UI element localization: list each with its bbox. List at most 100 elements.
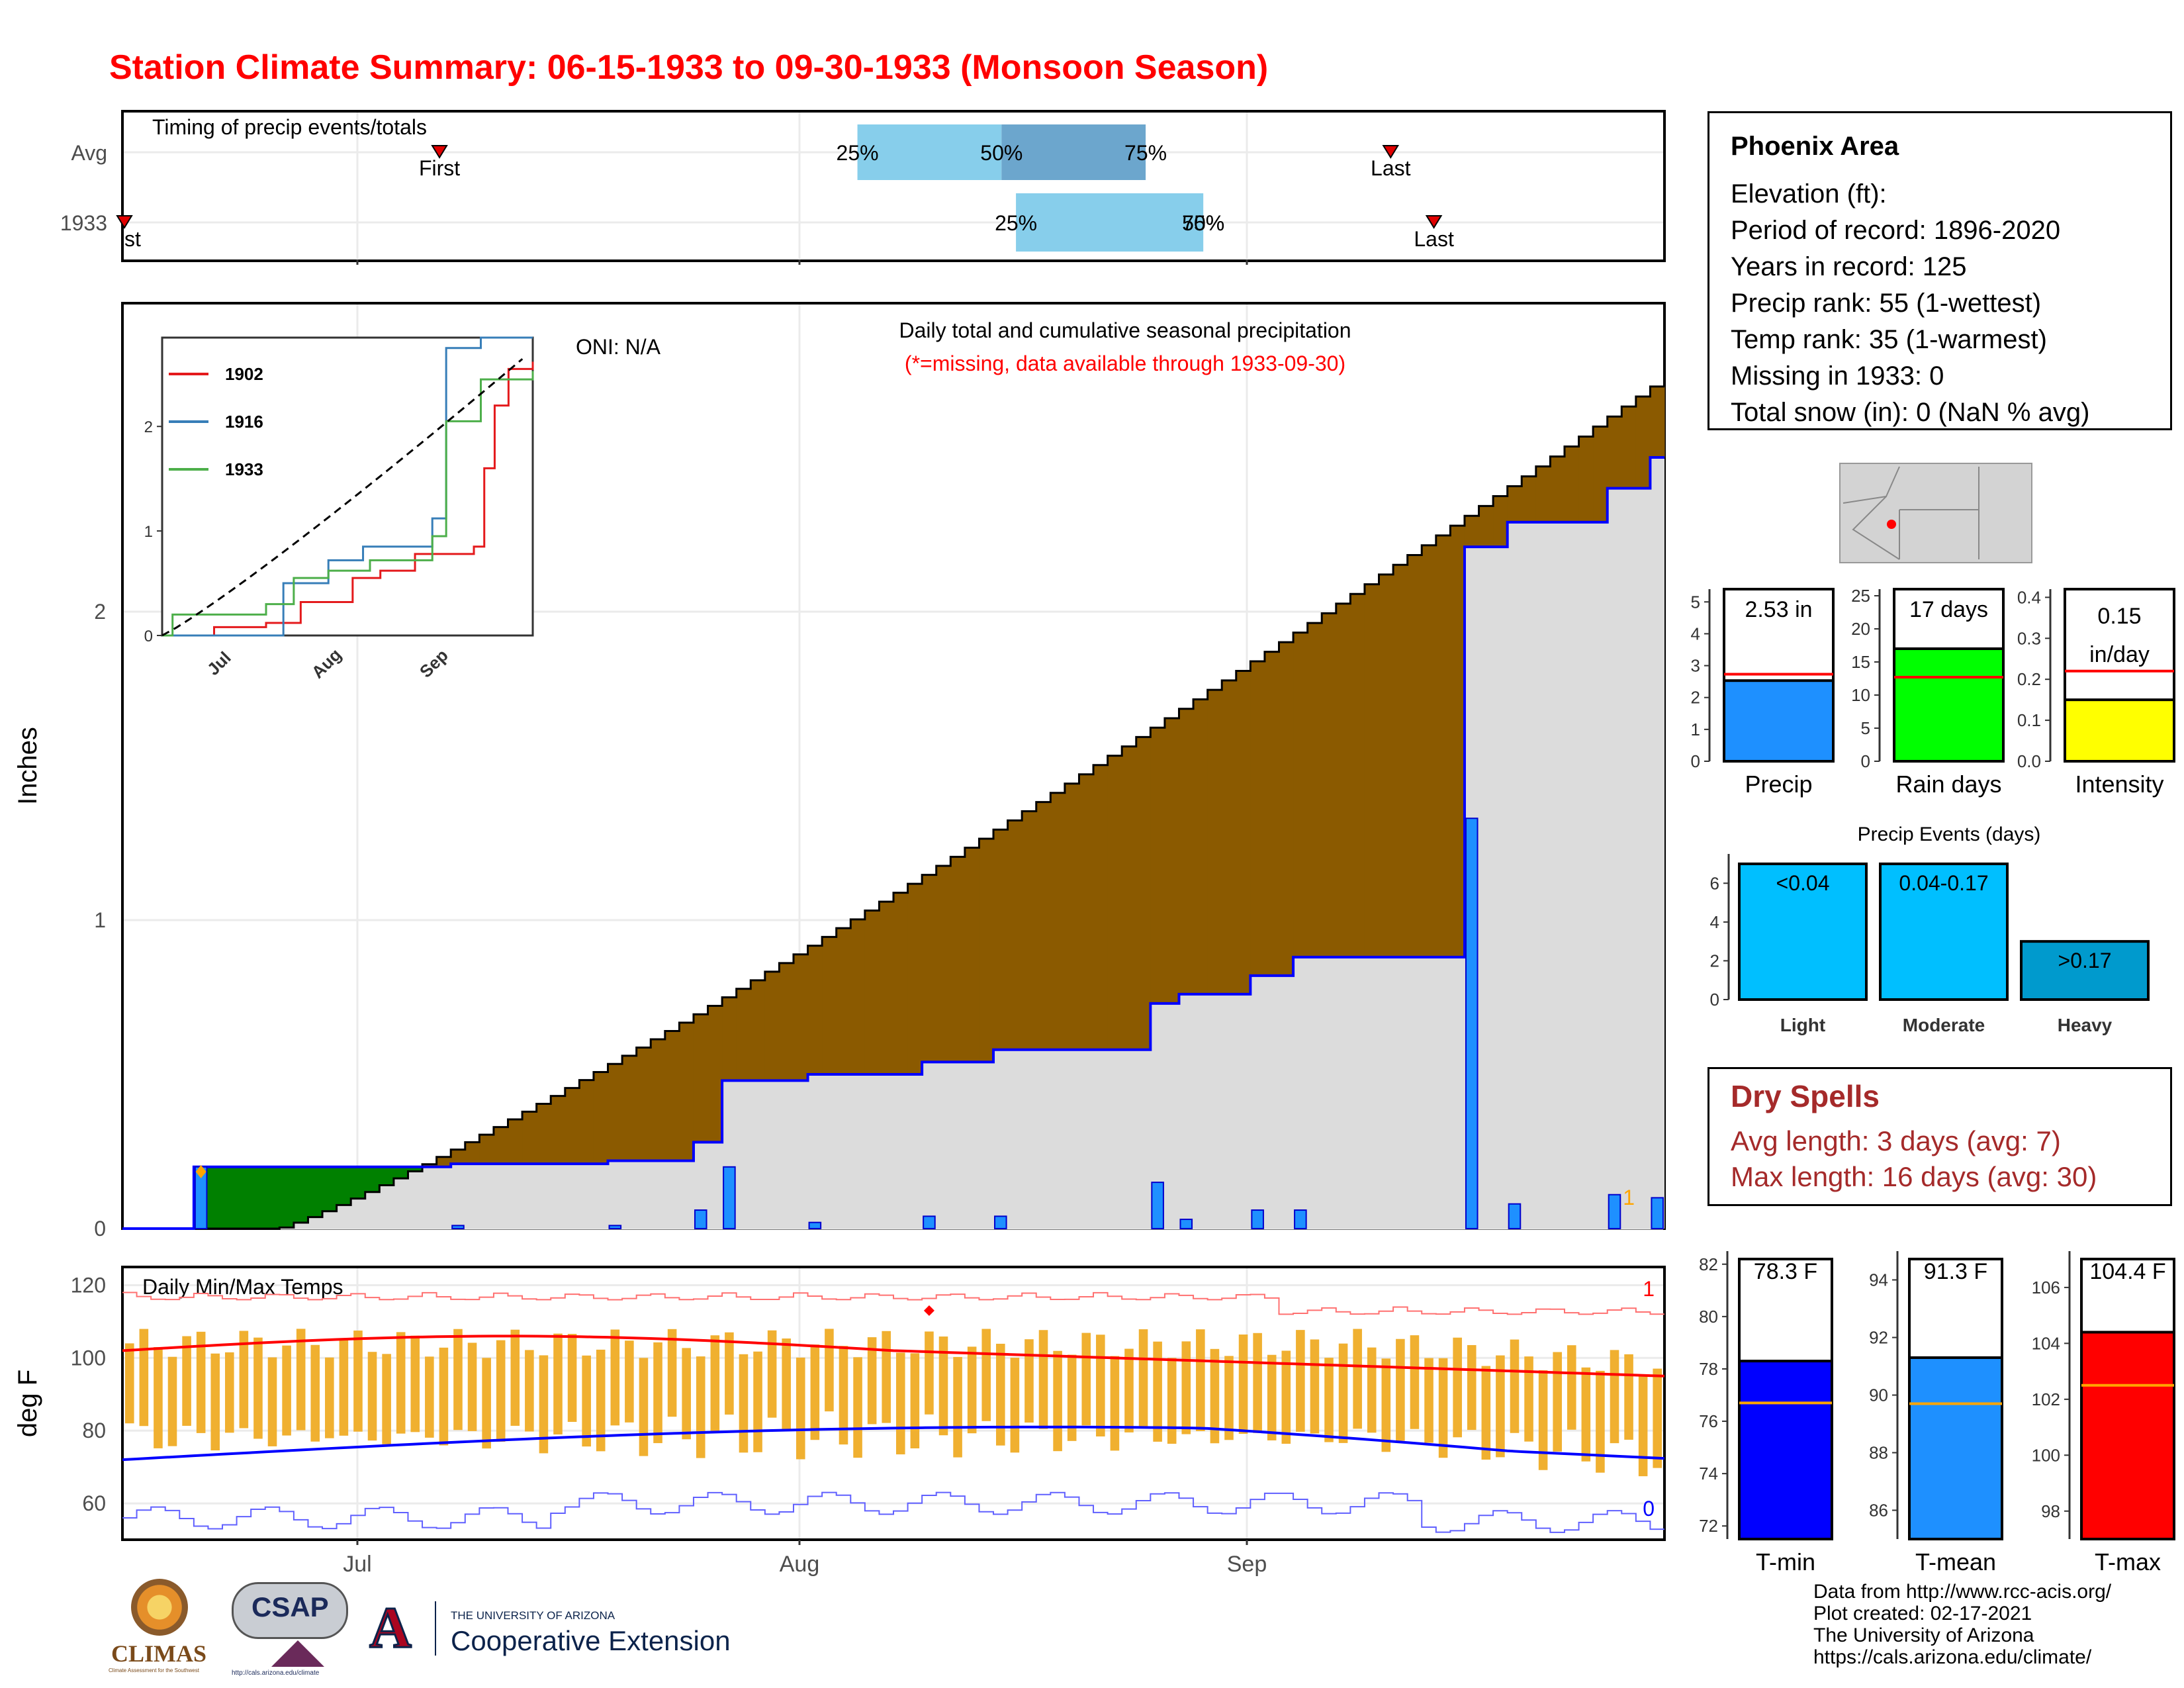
daily-temp-bar	[810, 1344, 820, 1440]
timing-1933-box	[1016, 193, 1204, 252]
daily-temp-bar	[696, 1356, 705, 1458]
daily-precip-bar	[1179, 1219, 1193, 1230]
temp-y-tick: 120	[71, 1273, 106, 1297]
deficit-fill	[1422, 545, 1437, 957]
deficit-fill	[751, 980, 766, 1081]
mini-tick-label: 0.3	[2017, 628, 2041, 648]
surplus-fill	[222, 1166, 238, 1229]
record-max-marker	[923, 1305, 934, 1316]
deficit-fill	[879, 902, 894, 1074]
deficit-fill	[565, 1088, 580, 1164]
timing-avg-last-marker	[1382, 145, 1400, 159]
deficit-fill	[907, 884, 923, 1074]
timing-label: Timing of precip events/totals	[152, 115, 427, 139]
daily-precip-bar	[808, 1221, 822, 1230]
temp-summary-name: T-max	[2095, 1548, 2161, 1575]
daily-temp-bar	[482, 1358, 491, 1449]
daily-temp-bar	[610, 1329, 620, 1426]
record-min-line	[122, 1491, 1664, 1533]
inset-series-line	[162, 361, 534, 637]
surplus-fill	[265, 1166, 280, 1229]
climas-tagline: Climate Assessment for the Southwest	[109, 1667, 199, 1673]
events-category-label: Heavy	[2058, 1015, 2113, 1035]
daily-temp-bar	[296, 1329, 306, 1430]
daily-temp-bar	[882, 1331, 891, 1423]
daily-temp-bar	[154, 1346, 163, 1448]
daily-temp-bar	[825, 1329, 834, 1412]
daily-temp-bar	[725, 1332, 734, 1415]
temp-x-label: Aug	[780, 1552, 820, 1577]
temp-summary-tick-label: 90	[1869, 1385, 1888, 1405]
mini-bar-value-label: 0.15	[2097, 604, 2141, 629]
deficit-fill	[1578, 436, 1594, 522]
station-name: Phoenix Area	[1731, 132, 1899, 161]
deficit-fill	[664, 1031, 680, 1161]
timing-avg-box-upper	[1001, 124, 1146, 180]
deficit-fill	[1435, 535, 1451, 957]
daily-temp-bar	[1567, 1345, 1576, 1430]
daily-temp-bar	[553, 1333, 563, 1435]
daily-temp-bar	[1581, 1367, 1591, 1462]
daily-temp-bar	[1010, 1358, 1020, 1453]
credit-plot-created: Plot created: 02-17-2021	[1813, 1603, 2032, 1624]
timing-1933-50: 50%	[1182, 211, 1224, 235]
deficit-fill	[1122, 746, 1137, 1050]
inset-legend-label: 1933	[225, 459, 263, 479]
temp-max-count: 1	[1643, 1277, 1655, 1301]
deficit-fill	[1279, 642, 1294, 976]
deficit-fill	[836, 928, 851, 1074]
deficit-fill	[1222, 680, 1237, 994]
temp-min-count: 0	[1643, 1497, 1655, 1521]
daily-temp-bar	[125, 1343, 134, 1424]
daily-temp-bar	[367, 1352, 377, 1441]
daily-temp-bar	[739, 1354, 749, 1453]
mini-tick-label: 3	[1691, 656, 1700, 676]
mini-tick-label: 5	[1861, 718, 1870, 738]
credits: Data from http://www.rcc-acis.org/ Plot …	[1813, 1581, 2111, 1668]
surplus-fill	[236, 1166, 251, 1229]
daily-temp-bar	[467, 1342, 477, 1431]
deficit-fill	[1635, 397, 1651, 489]
deficit-fill	[1593, 426, 1608, 522]
mini-tick-label: 10	[1851, 685, 1870, 705]
daily-precip-bar	[1251, 1209, 1264, 1230]
deficit-fill	[1307, 623, 1322, 957]
daily-temp-bar	[1610, 1350, 1619, 1444]
temp-summary-bar	[1908, 1356, 2003, 1540]
deficit-fill	[493, 1127, 508, 1164]
daily-temp-bar	[596, 1349, 606, 1452]
csap-wordmark: CSAP	[251, 1591, 329, 1622]
deficit-fill	[764, 971, 780, 1081]
daily-temp-bar	[196, 1331, 206, 1433]
deficit-fill	[807, 945, 823, 1074]
timing-avg-first-marker	[431, 145, 448, 159]
temp-summary-tick-label: 100	[2032, 1445, 2060, 1465]
daily-temp-bar	[539, 1355, 549, 1454]
daily-temp-bar	[1596, 1370, 1605, 1473]
temp-summary-tick-label: 82	[1699, 1254, 1718, 1274]
daily-temp-bar	[1353, 1329, 1362, 1429]
deficit-fill	[1050, 792, 1066, 1050]
daily-temp-bar	[396, 1332, 406, 1434]
deficit-fill	[479, 1135, 494, 1164]
timing-avg-box-lower	[857, 124, 1002, 180]
daily-temp-bar	[1310, 1339, 1320, 1434]
temp-summary-tick-label: 88	[1869, 1443, 1888, 1463]
precip-y-tick: 1	[94, 908, 106, 932]
daily-temp-bar	[1253, 1333, 1262, 1433]
timing-avg-last-label: Last	[1371, 156, 1411, 180]
temp-summary-tick-label: 80	[1699, 1307, 1718, 1327]
daily-precip-bar	[451, 1225, 465, 1229]
deficit-fill	[850, 919, 866, 1074]
deficit-fill	[636, 1047, 651, 1161]
temp-y-label: deg F	[13, 1370, 42, 1437]
mini-bar-value	[1893, 647, 2005, 763]
mini-tick-label: 0	[1691, 751, 1700, 771]
temp-summary-tick-label: 106	[2032, 1278, 2060, 1297]
timing-avg-75: 75%	[1124, 141, 1167, 165]
deficit-fill	[551, 1096, 566, 1164]
deficit-fill	[608, 1064, 623, 1161]
inset-legend-label: 1916	[225, 412, 263, 432]
daily-temp-bar	[1367, 1347, 1377, 1433]
